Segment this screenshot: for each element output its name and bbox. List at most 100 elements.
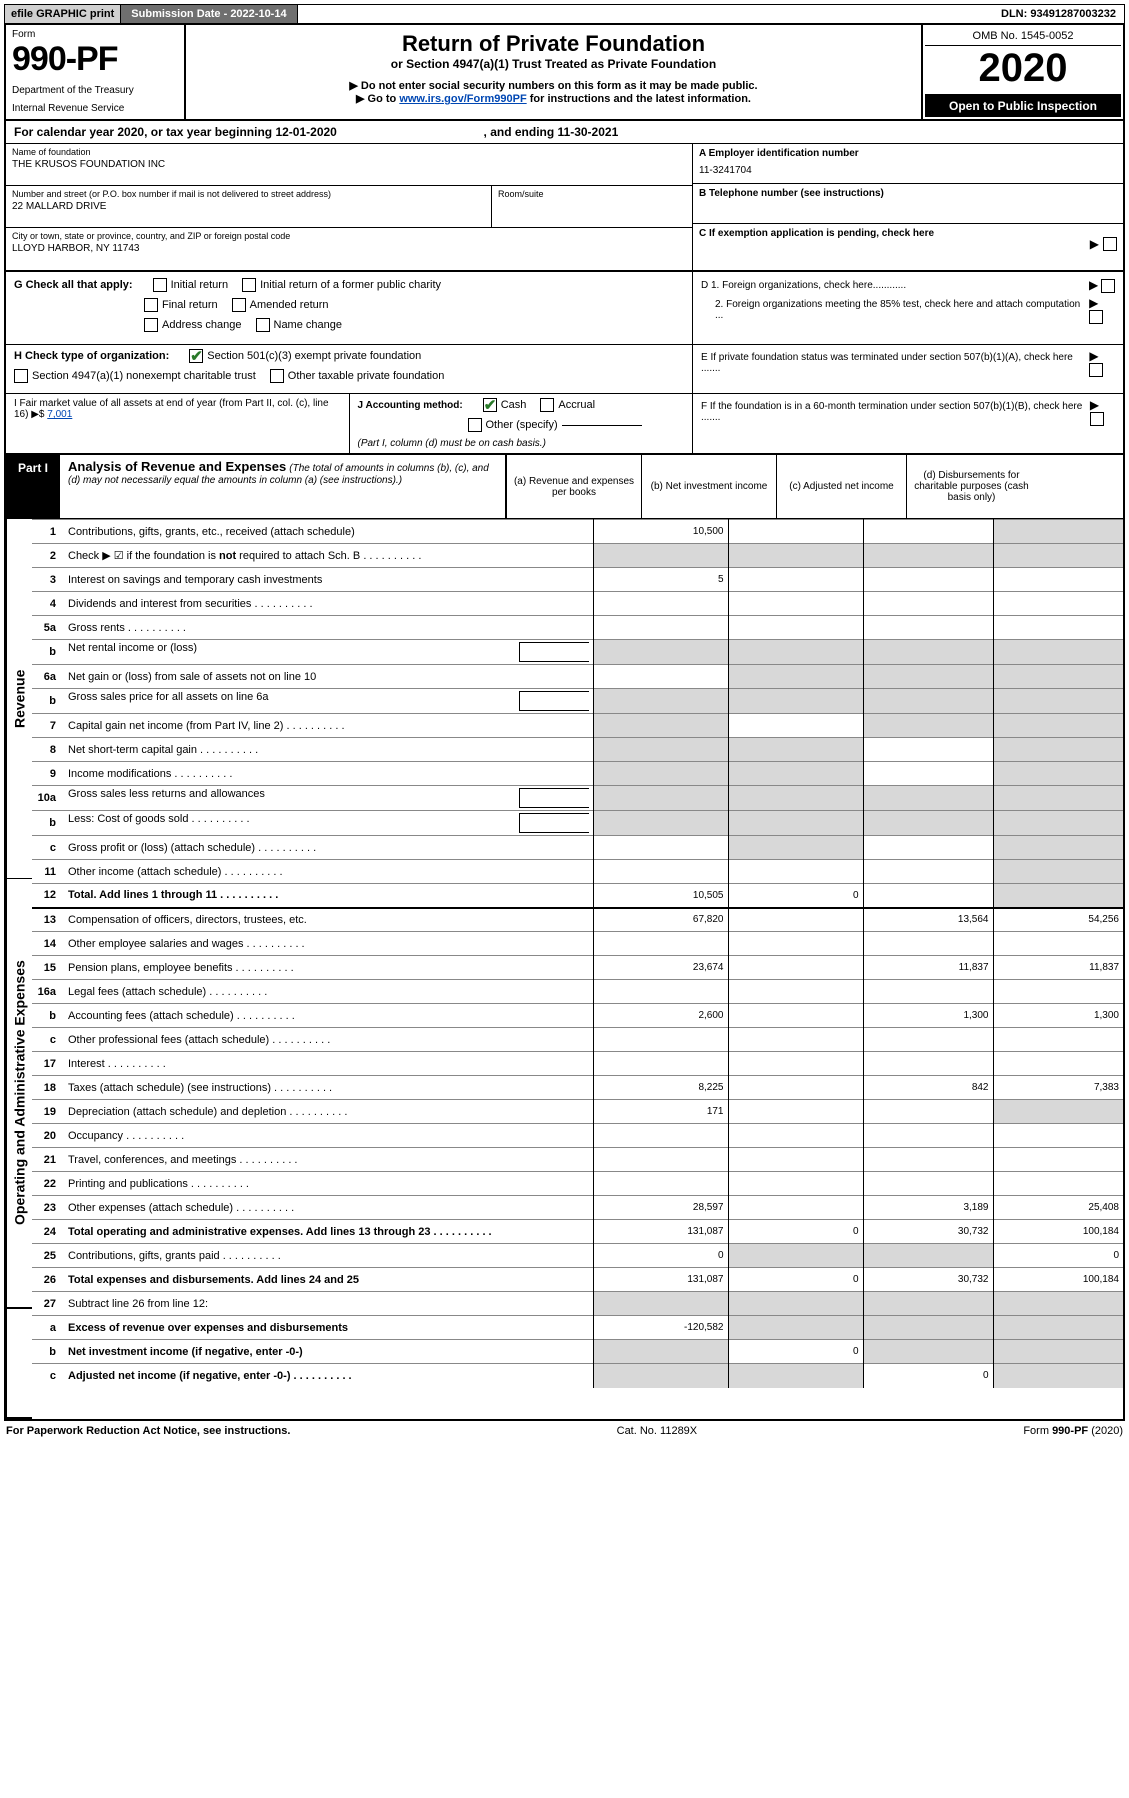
- col-b-cell: [728, 786, 863, 811]
- col-a-cell: 0: [593, 1244, 728, 1268]
- open-inspection: Open to Public Inspection: [925, 95, 1121, 117]
- col-b-cell: [728, 1244, 863, 1268]
- row-desc: Gross sales price for all assets on line…: [64, 689, 593, 714]
- exemption-checkbox[interactable]: [1103, 237, 1117, 251]
- h-opt1: Section 501(c)(3) exempt private foundat…: [207, 350, 421, 362]
- form-number: 990-PF: [12, 40, 178, 79]
- row-num: 15: [32, 956, 64, 980]
- address-change-checkbox[interactable]: [144, 318, 158, 332]
- arrow-icon: ▶: [1089, 296, 1098, 310]
- row-num: 11: [32, 860, 64, 884]
- initial-public-checkbox[interactable]: [242, 278, 256, 292]
- col-d-cell: [993, 786, 1123, 811]
- col-b-cell: [728, 1052, 863, 1076]
- efile-label[interactable]: efile GRAPHIC print: [5, 5, 121, 23]
- form-label: Form: [12, 29, 178, 40]
- irs-label: Internal Revenue Service: [12, 103, 178, 115]
- col-c-cell: 3,189: [863, 1196, 993, 1220]
- name-change-checkbox[interactable]: [256, 318, 270, 332]
- col-d-cell: 0: [993, 1244, 1123, 1268]
- row-num: 27: [32, 1292, 64, 1316]
- row-desc: Subtract line 26 from line 12:: [64, 1292, 593, 1316]
- col-b-cell: [728, 860, 863, 884]
- row-desc: Depreciation (attach schedule) and deple…: [64, 1100, 593, 1124]
- city-state-zip: LLOYD HARBOR, NY 11743: [12, 243, 686, 254]
- col-b-cell: [728, 956, 863, 980]
- j-accrual: Accrual: [558, 399, 595, 411]
- col-d-cell: [993, 1316, 1123, 1340]
- row-num: 9: [32, 762, 64, 786]
- d2-checkbox[interactable]: [1089, 310, 1103, 324]
- col-c-cell: [863, 860, 993, 884]
- fmv-value[interactable]: 7,001: [47, 409, 72, 420]
- col-c-cell: [863, 616, 993, 640]
- form990pf-link[interactable]: www.irs.gov/Form990PF: [399, 93, 526, 105]
- amended-return-checkbox[interactable]: [232, 298, 246, 312]
- 501c3-checkbox[interactable]: [189, 349, 203, 363]
- form-note1: ▶ Do not enter social security numbers o…: [196, 79, 911, 92]
- col-d-cell: [993, 1100, 1123, 1124]
- col-b-cell: [728, 1028, 863, 1052]
- row-num: 14: [32, 932, 64, 956]
- row-num: b: [32, 811, 64, 836]
- other-method-checkbox[interactable]: [468, 418, 482, 432]
- col-a-cell: [593, 1124, 728, 1148]
- form-title: Return of Private Foundation: [196, 31, 911, 57]
- col-b-cell: [728, 714, 863, 738]
- col-d-cell: [993, 714, 1123, 738]
- section-g: G Check all that apply: Initial return I…: [4, 272, 1125, 345]
- col-c-cell: [863, 811, 993, 836]
- col-c-cell: [863, 1316, 993, 1340]
- col-c-cell: [863, 689, 993, 714]
- calyear-pre: For calendar year 2020, or tax year begi…: [14, 125, 275, 139]
- col-b-cell: 0: [728, 1340, 863, 1364]
- d1-label: D 1. Foreign organizations, check here..…: [701, 280, 906, 291]
- d1-checkbox[interactable]: [1101, 279, 1115, 293]
- initial-return-checkbox[interactable]: [153, 278, 167, 292]
- col-c-cell: [863, 1052, 993, 1076]
- col-b-cell: [728, 665, 863, 689]
- col-a-cell: [593, 1172, 728, 1196]
- h-opt3: Other taxable private foundation: [288, 370, 445, 382]
- row-desc: Less: Cost of goods sold: [64, 811, 593, 836]
- 4947a1-checkbox[interactable]: [14, 369, 28, 383]
- row-desc: Other employee salaries and wages: [64, 932, 593, 956]
- final-return-checkbox[interactable]: [144, 298, 158, 312]
- j-other: Other (specify): [486, 419, 558, 431]
- j-label: J Accounting method:: [358, 400, 463, 411]
- row-desc: Adjusted net income (if negative, enter …: [64, 1364, 593, 1388]
- col-b-cell: 0: [728, 884, 863, 908]
- row-desc: Total operating and administrative expen…: [64, 1220, 593, 1244]
- row-num: 17: [32, 1052, 64, 1076]
- col-b-cell: [728, 738, 863, 762]
- f-checkbox[interactable]: [1090, 412, 1104, 426]
- col-a-cell: [593, 1028, 728, 1052]
- col-c-cell: 0: [863, 1364, 993, 1388]
- part1-title: Analysis of Revenue and Expenses (The to…: [60, 455, 505, 518]
- col-a-cell: [593, 1052, 728, 1076]
- row-num: 1: [32, 520, 64, 544]
- col-c-cell: 30,732: [863, 1220, 993, 1244]
- col-d-cell: [993, 980, 1123, 1004]
- row-desc: Income modifications: [64, 762, 593, 786]
- accrual-checkbox[interactable]: [540, 398, 554, 412]
- cash-checkbox[interactable]: [483, 398, 497, 412]
- suite-label: Room/suite: [498, 189, 686, 199]
- row-desc: Interest: [64, 1052, 593, 1076]
- col-b-cell: [728, 980, 863, 1004]
- col-b-header: (b) Net investment income: [641, 455, 776, 518]
- row-num: 22: [32, 1172, 64, 1196]
- ein-value: 11-3241704: [699, 165, 1117, 176]
- col-c-cell: [863, 932, 993, 956]
- other-taxable-checkbox[interactable]: [270, 369, 284, 383]
- col-d-cell: [993, 1364, 1123, 1388]
- col-d-cell: [993, 640, 1123, 665]
- col-a-cell: [593, 689, 728, 714]
- col-d-header: (d) Disbursements for charitable purpose…: [906, 455, 1036, 518]
- col-b-cell: [728, 1316, 863, 1340]
- tax-year: 2020: [925, 46, 1121, 95]
- col-c-cell: [863, 1172, 993, 1196]
- row-desc: Gross rents: [64, 616, 593, 640]
- e-checkbox[interactable]: [1089, 363, 1103, 377]
- col-a-cell: [593, 1292, 728, 1316]
